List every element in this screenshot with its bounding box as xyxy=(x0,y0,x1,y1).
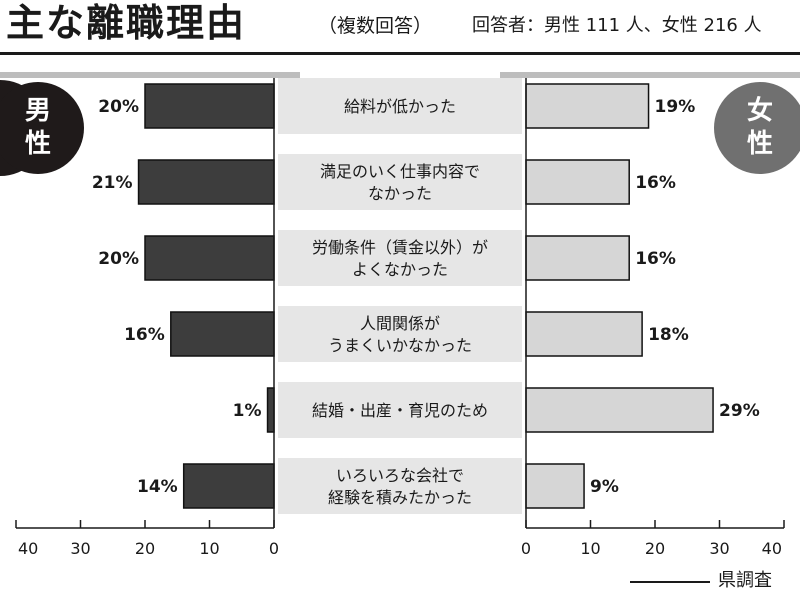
title-rule xyxy=(0,52,800,55)
right-tick-label: 40 xyxy=(762,539,782,558)
male-bar-label: 1% xyxy=(233,401,262,421)
right-tick-label: 10 xyxy=(580,539,600,558)
category-label: よくなかった xyxy=(352,260,448,279)
left-tick-label: 20 xyxy=(135,539,155,558)
right-tick-label: 0 xyxy=(521,539,531,558)
category-band xyxy=(278,382,522,438)
category-band xyxy=(278,154,522,210)
category-label: 人間関係が xyxy=(360,314,440,333)
female-bar-label: 16% xyxy=(635,173,676,193)
category-label: いろいろな会社で xyxy=(336,466,464,485)
female-bar xyxy=(525,387,714,433)
female-bar-label: 9% xyxy=(590,477,619,497)
male-bar-label: 21% xyxy=(92,173,133,193)
female-bar-label: 29% xyxy=(719,401,760,421)
right-tick-label: 30 xyxy=(709,539,729,558)
male-bar xyxy=(144,83,275,129)
category-label: 結婚・出産・育児のため xyxy=(312,401,488,420)
category-label: なかった xyxy=(368,184,432,203)
left-tick-label: 0 xyxy=(269,539,279,558)
male-bar-label: 16% xyxy=(124,325,165,345)
category-label: 満足のいく仕事内容で xyxy=(320,162,480,181)
female-badge-label: 性 xyxy=(747,129,773,159)
male-bar xyxy=(170,311,275,357)
male-bar xyxy=(266,387,275,433)
male-bar xyxy=(182,463,275,509)
female-bar xyxy=(525,235,630,281)
male-bar xyxy=(144,235,275,281)
female-bar xyxy=(525,463,585,509)
category-band xyxy=(278,306,522,362)
category-label: 経験を積みたかった xyxy=(328,488,472,507)
category-label: 労働条件（賃金以外）が xyxy=(312,238,488,257)
female-top-strip xyxy=(500,72,800,78)
male-badge-label: 性 xyxy=(25,129,51,159)
category-band xyxy=(278,458,522,514)
left-tick-label: 10 xyxy=(199,539,219,558)
chart-title: 主な離職理由 xyxy=(6,1,247,45)
female-bar-label: 18% xyxy=(648,325,689,345)
female-badge-label: 女 xyxy=(747,95,773,126)
female-bar xyxy=(525,159,630,205)
left-tick-label: 40 xyxy=(18,539,38,558)
male-top-strip xyxy=(0,72,300,78)
category-band xyxy=(278,230,522,286)
chart-subtitle: （複数回答） xyxy=(318,15,433,37)
female-bar xyxy=(525,311,643,357)
category-label: うまくいかなかった xyxy=(328,336,472,355)
female-badge xyxy=(714,82,800,174)
category-band xyxy=(278,78,522,134)
category-label: 給料が低かった xyxy=(344,97,456,116)
source-rule xyxy=(630,581,710,583)
source-label: 県調査 xyxy=(718,570,772,591)
female-bar xyxy=(525,83,650,129)
right-tick-label: 20 xyxy=(645,539,665,558)
male-bar-label: 14% xyxy=(137,477,178,497)
left-tick-label: 30 xyxy=(70,539,90,558)
female-bar-label: 16% xyxy=(635,249,676,269)
male-bar-label: 20% xyxy=(98,249,139,269)
male-badge xyxy=(0,82,84,174)
female-bar-label: 19% xyxy=(655,97,696,117)
male-bar xyxy=(137,159,275,205)
male-bar-label: 20% xyxy=(98,97,139,117)
respondents-note: 回答者：男性 111 人、女性 216 人 xyxy=(472,15,762,36)
male-badge-label: 男 xyxy=(25,96,51,126)
